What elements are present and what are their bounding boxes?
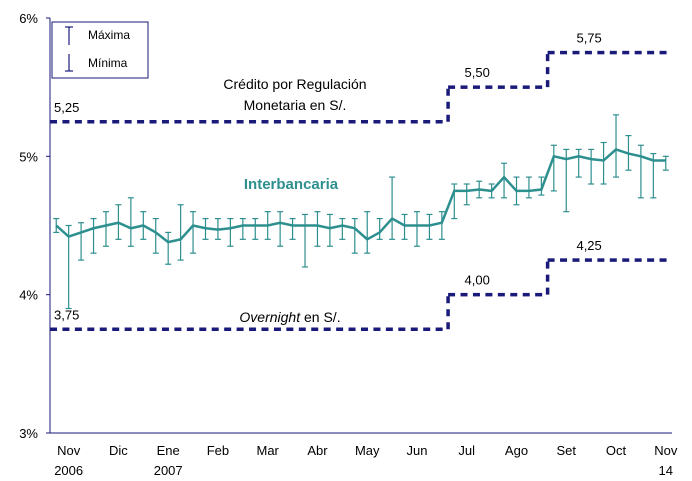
x-tick-label: Oct [606, 443, 627, 458]
legend-box [51, 21, 149, 79]
x-tick-label: Jul [458, 443, 475, 458]
rate-label: 3,75 [54, 307, 79, 322]
legend-min: Mínima [88, 56, 128, 70]
rate-label: 5,75 [576, 31, 601, 46]
legend-max: Máxima [88, 28, 130, 42]
y-tick-label: 6% [19, 11, 38, 26]
y-tick-label: 4% [19, 288, 38, 303]
legend-symbol [65, 26, 73, 72]
series-label: Overnight en S/. [239, 309, 340, 325]
rate-label: 5,25 [54, 100, 79, 115]
series-label: Crédito por Regulación Monetaria en S/. [223, 76, 366, 113]
rate-label: 4,25 [576, 238, 601, 253]
x-tick-label: Nov 14 [654, 443, 678, 478]
x-tick-label: Nov 2006 [54, 443, 83, 478]
interbank-line [55, 148, 666, 244]
x-tick-label: Feb [207, 443, 229, 458]
y-tick-label: 3% [19, 426, 38, 441]
x-tick-label: Ene 2007 [154, 443, 183, 478]
x-tick-label: Jun [406, 443, 427, 458]
rate-label: 4,00 [465, 273, 490, 288]
x-tick-label: Abr [307, 443, 328, 458]
y-tick-label: 5% [19, 149, 38, 164]
series-label: Interbancaria [244, 176, 339, 193]
x-tick-label: Dic [109, 443, 128, 458]
rate-label: 5,50 [465, 65, 490, 80]
x-tick-label: May [355, 443, 380, 458]
x-tick-label: Mar [257, 443, 280, 458]
x-tick-label: Ago [505, 443, 528, 458]
x-tick-label: Set [557, 443, 577, 458]
